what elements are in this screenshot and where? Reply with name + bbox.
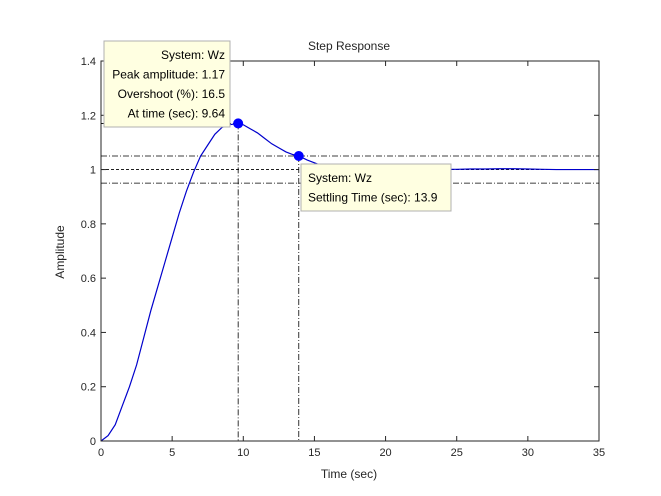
chart-title: Step Response [308,39,390,53]
peak-data-tip-box [103,40,231,128]
peak-data-tip-line: At time (sec): 9.64 [128,107,226,121]
settling-data-tip-box [300,163,452,212]
y-tick-label: 0.4 [81,327,96,339]
peak-data-tip-line: Peak amplitude: 1.17 [112,68,225,82]
x-axis-label: Time (sec) [321,467,377,481]
y-tick-label: 0 [90,436,96,448]
y-tick-label: 1.2 [81,110,96,122]
peak-data-tip-line: Overshoot (%): 16.5 [118,87,226,101]
settling-marker[interactable] [293,151,304,161]
series-line-step-response [100,122,599,442]
y-tick-label: 1.4 [81,56,96,68]
data-markers[interactable] [233,118,304,161]
peak-marker[interactable] [233,118,244,129]
y-tick-label: 0.6 [81,273,96,285]
x-tick-label: 25 [451,447,463,459]
x-tick-label: 20 [379,447,391,459]
x-tick-label: 10 [237,447,249,459]
peak-data-tip: System: Wz Peak amplitude: 1.17 Overshoot … [103,40,231,128]
settling-data-tip-line: System: Wz [308,171,372,185]
settling-data-tip: System: Wz Settling Time (sec): 13.9 [300,163,452,212]
x-tick-label: 35 [593,447,605,459]
data-tips: System: Wz Peak amplitude: 1.17 Overshoot … [103,40,452,212]
settling-data-tip-line: Settling Time (sec): 13.9 [308,191,438,205]
axis-ticks: 0 5 10 15 20 25 30 35 0 0.2 0.4 0.6 0.8 1 1.2 1.4 [81,56,605,459]
y-axis-label: Amplitude [53,225,67,279]
x-tick-label: 5 [169,447,175,459]
peak-data-tip-line: System: Wz [161,48,225,62]
x-tick-label: 30 [522,447,534,459]
y-tick-label: 0.8 [81,219,96,231]
x-tick-label: 0 [98,447,104,459]
y-tick-label: 1 [90,165,96,177]
y-tick-label: 0.2 [81,382,96,394]
x-tick-label: 15 [308,447,320,459]
